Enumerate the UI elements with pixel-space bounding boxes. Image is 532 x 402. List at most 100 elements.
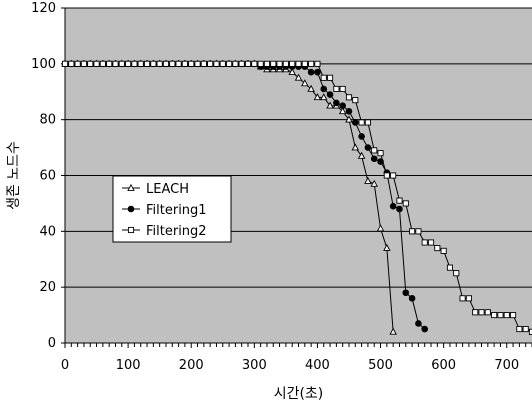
data-point xyxy=(364,144,372,151)
data-point xyxy=(270,60,277,67)
y-tick-label: 60 xyxy=(39,169,56,184)
data-point xyxy=(338,107,347,115)
data-point xyxy=(421,239,428,246)
data-point xyxy=(169,60,176,67)
data-point xyxy=(491,312,498,319)
data-point xyxy=(308,60,315,67)
data-point xyxy=(244,60,252,67)
data-point xyxy=(357,151,366,159)
data-point xyxy=(402,200,409,207)
data-point xyxy=(377,150,384,157)
data-point xyxy=(345,94,353,101)
y-tick-label: 100 xyxy=(31,57,56,72)
data-point xyxy=(74,60,81,67)
data-point xyxy=(503,312,510,319)
data-point xyxy=(415,320,422,327)
data-point xyxy=(351,119,359,126)
data-point xyxy=(99,60,106,67)
data-point xyxy=(295,60,302,67)
data-point xyxy=(345,115,353,123)
data-point xyxy=(106,60,113,67)
data-point xyxy=(320,85,328,93)
x-tick-label: 300 xyxy=(242,358,267,373)
x-tick-label: 600 xyxy=(431,358,456,373)
data-point xyxy=(376,224,385,232)
legend-marker xyxy=(127,205,135,213)
data-point xyxy=(389,202,397,210)
data-point xyxy=(314,60,321,67)
data-point xyxy=(219,60,226,67)
data-point xyxy=(307,68,315,76)
data-point xyxy=(371,147,378,154)
data-point xyxy=(358,119,365,126)
data-point xyxy=(383,243,391,251)
data-point xyxy=(68,60,75,67)
series-layer xyxy=(61,59,532,335)
data-point xyxy=(339,85,346,93)
data-point xyxy=(364,176,372,184)
data-point xyxy=(345,107,353,115)
data-point xyxy=(188,60,195,67)
data-point xyxy=(465,295,472,302)
legend-label: Filtering1 xyxy=(146,203,207,218)
legend-marker xyxy=(127,183,135,191)
ticks: 0 20 40 60 80 100 120 0 100 200 300 400 500 600 700 xyxy=(31,1,532,373)
y-axis-title: 생존 노드수 xyxy=(6,141,22,210)
data-point xyxy=(118,60,125,67)
data-point xyxy=(528,328,532,335)
data-point xyxy=(156,60,163,67)
data-point xyxy=(390,172,397,179)
data-point xyxy=(352,97,359,104)
data-point xyxy=(370,179,378,187)
data-point xyxy=(396,205,403,213)
x-tick-label: 400 xyxy=(305,358,330,373)
data-point xyxy=(409,228,416,235)
data-point xyxy=(497,312,504,319)
data-point xyxy=(288,68,296,76)
data-point xyxy=(319,93,328,101)
data-point xyxy=(333,99,340,107)
data-point xyxy=(137,60,144,67)
legend: LEACH Filtering1 Filtering2 xyxy=(112,175,232,243)
data-point xyxy=(301,79,309,87)
y-tick-label: 120 xyxy=(31,1,56,16)
y-tick-label: 40 xyxy=(39,224,56,239)
data-point xyxy=(446,264,454,271)
data-point xyxy=(175,60,182,67)
data-point xyxy=(389,327,397,335)
data-point xyxy=(326,101,334,109)
data-point xyxy=(396,197,403,204)
y-tick-label: 0 xyxy=(48,336,56,351)
data-point xyxy=(226,60,233,67)
data-point xyxy=(472,309,479,316)
data-point xyxy=(314,68,321,76)
data-point xyxy=(87,60,94,67)
data-point xyxy=(510,312,517,319)
data-point xyxy=(453,270,460,277)
data-point xyxy=(351,143,360,151)
data-point xyxy=(383,172,390,179)
data-point xyxy=(125,60,132,67)
data-point xyxy=(333,85,340,93)
data-point xyxy=(289,60,296,67)
legend-label: LEACH xyxy=(146,182,189,197)
data-point xyxy=(478,309,485,316)
data-point xyxy=(358,133,365,140)
data-point xyxy=(150,60,157,67)
data-point xyxy=(415,228,422,235)
y-tick-label: 80 xyxy=(39,113,56,128)
data-point xyxy=(131,60,138,67)
data-point xyxy=(516,325,523,333)
data-point xyxy=(459,295,466,302)
data-point xyxy=(301,60,308,67)
data-point xyxy=(93,60,100,67)
legend-label: Filtering2 xyxy=(146,224,207,239)
data-point xyxy=(162,60,170,67)
x-tick-label: 100 xyxy=(116,358,141,373)
data-point xyxy=(213,60,220,67)
data-point xyxy=(402,289,410,297)
x-tick-label: 0 xyxy=(61,358,69,373)
data-point xyxy=(143,60,151,67)
data-point xyxy=(307,84,315,92)
